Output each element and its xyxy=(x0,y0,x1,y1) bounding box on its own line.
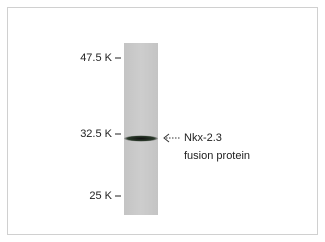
annotation-line: Nkx-2.3 xyxy=(184,132,222,144)
annotation-line: fusion protein xyxy=(184,150,250,162)
figure: 47.5 K 32.5 K 25 K Nkx-2.3 fusion protei… xyxy=(0,0,325,242)
markers: 47.5 K 32.5 K 25 K xyxy=(80,52,121,202)
marker-label: 32.5 K xyxy=(80,128,112,140)
protein-band xyxy=(124,136,158,142)
frame xyxy=(8,8,318,235)
marker-label: 25 K xyxy=(89,190,112,202)
gel-lane xyxy=(124,43,158,215)
annotation: Nkx-2.3 fusion protein xyxy=(164,132,250,162)
marker-label: 47.5 K xyxy=(80,52,112,64)
